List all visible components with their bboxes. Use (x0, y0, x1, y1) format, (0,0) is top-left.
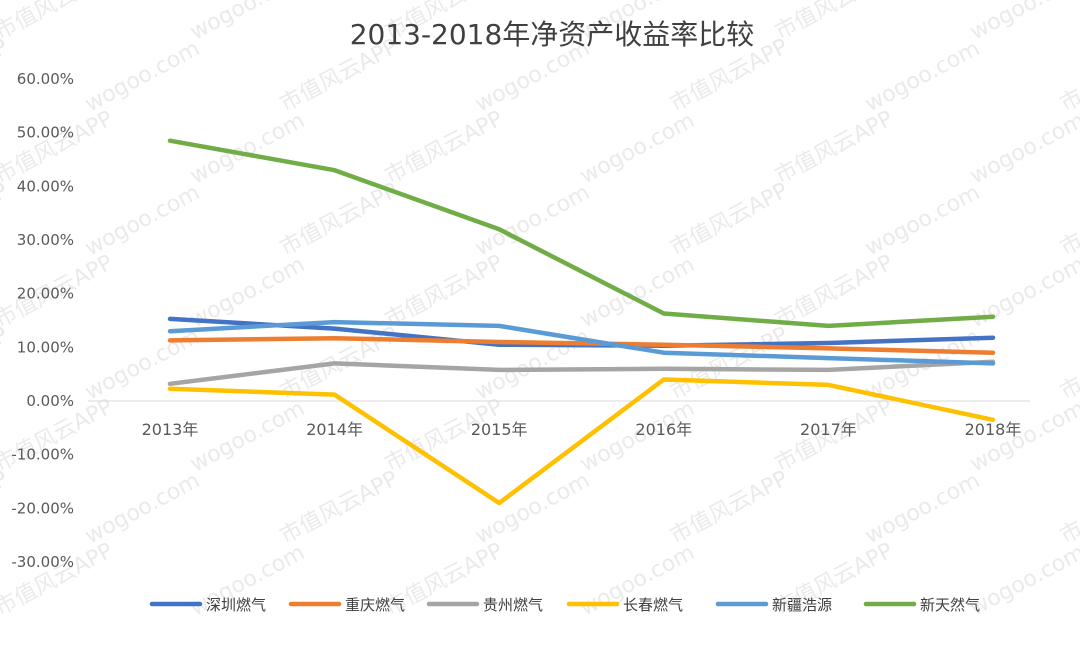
watermark-text: 市值风云APP (0, 466, 12, 549)
y-tick-label: 20.00% (17, 285, 74, 303)
legend: 深圳燃气 重庆燃气 贵州燃气 长春燃气 新疆浩源 新天然气 (149, 596, 980, 614)
watermark-text: wogoo.com (966, 252, 1080, 333)
y-tick-label: 40.00% (17, 177, 74, 195)
watermark-text: 市值风云APP (1056, 322, 1080, 405)
watermark-text: 市值风云APP (1056, 178, 1080, 261)
x-tick-label: 2015年 (471, 420, 528, 439)
watermark-text: wogoo.com (576, 108, 699, 189)
series-line (167, 335, 996, 355)
watermark-text: wogoo.com (186, 396, 309, 477)
watermark-text: 市值风云APP (381, 106, 507, 189)
watermark-text: wogoo.com (966, 108, 1080, 189)
y-tick-label: 30.00% (17, 231, 74, 249)
legend-item: 贵州燃气 (426, 596, 543, 614)
watermark-text: wogoo.com (186, 0, 309, 45)
watermark-text: wogoo.com (861, 180, 984, 261)
legend-label: 长春燃气 (623, 596, 683, 614)
watermark-layer: wogoo.com市值风云APPwogoo.com市值风云APPwogoo.co… (0, 0, 1080, 621)
watermark-text: wogoo.com (966, 540, 1080, 621)
legend-label: 新天然气 (920, 596, 980, 614)
legend-label: 重庆燃气 (345, 596, 405, 614)
series-line (167, 377, 996, 506)
watermark-text: 市值风云APP (0, 0, 117, 45)
legend-item: 新疆浩源 (715, 596, 832, 614)
x-tick-label: 2014年 (306, 420, 363, 439)
x-tick-label: 2017年 (800, 420, 857, 439)
watermark-text: 市值风云APP (666, 322, 792, 405)
y-tick-label: -10.00% (11, 446, 74, 464)
y-tick-label: -30.00% (11, 553, 74, 571)
y-tick-label: 60.00% (17, 70, 74, 88)
watermark-text: 市值风云APP (0, 322, 12, 405)
legend-label: 深圳燃气 (206, 596, 266, 614)
watermark-text: 市值风云APP (0, 178, 12, 261)
watermark-text: wogoo.com (966, 0, 1080, 45)
chart-title: 2013-2018年净资产收益率比较 (350, 18, 755, 51)
watermark-text: wogoo.com (81, 324, 204, 405)
watermark-text: 市值风云APP (0, 34, 12, 117)
watermark-text: wogoo.com (576, 252, 699, 333)
x-axis: 2013年 2014年 2015年 2016年 2017年 2018年 (88, 400, 1030, 439)
legend-item: 长春燃气 (566, 596, 683, 614)
y-tick-label: 50.00% (17, 124, 74, 142)
series-line (167, 138, 996, 329)
y-axis-ticks: 60.00% 50.00% 40.00% 30.00% 20.00% 10.00% 0.00… (11, 70, 74, 571)
watermark-text: 市值风云APP (0, 538, 117, 621)
legend-item: 深圳燃气 (149, 596, 266, 614)
x-tick-label: 2018年 (965, 420, 1022, 439)
x-tick-label: 2013年 (142, 420, 199, 439)
watermark-text: wogoo.com (81, 468, 204, 549)
y-tick-label: -20.00% (11, 499, 74, 517)
series-line (167, 359, 996, 387)
watermark-text: wogoo.com (81, 180, 204, 261)
watermark-text: wogoo.com (861, 36, 984, 117)
watermark-text: wogoo.com (471, 180, 594, 261)
legend-item: 重庆燃气 (288, 596, 405, 614)
watermark-text: 市值风云APP (771, 106, 897, 189)
watermark-text: 市值风云APP (666, 466, 792, 549)
watermark-text: 市值风云APP (276, 178, 402, 261)
x-tick-label: 2016年 (635, 420, 692, 439)
y-tick-label: 0.00% (26, 392, 74, 410)
series-layer (167, 138, 996, 506)
watermark-text: 市值风云APP (666, 178, 792, 261)
legend-label: 新疆浩源 (772, 596, 832, 614)
legend-item: 新天然气 (863, 596, 980, 614)
watermark-text: 市值风云APP (1056, 34, 1080, 117)
watermark-text: 市值风云APP (276, 466, 402, 549)
watermark-text: 市值风云APP (771, 0, 897, 45)
watermark-text: wogoo.com (81, 36, 204, 117)
y-tick-label: 10.00% (17, 338, 74, 356)
watermark-text: 市值风云APP (381, 250, 507, 333)
watermark-text: wogoo.com (861, 468, 984, 549)
series-line (167, 319, 996, 366)
legend-label: 贵州燃气 (483, 596, 543, 614)
watermark-text: 市值风云APP (1056, 466, 1080, 549)
